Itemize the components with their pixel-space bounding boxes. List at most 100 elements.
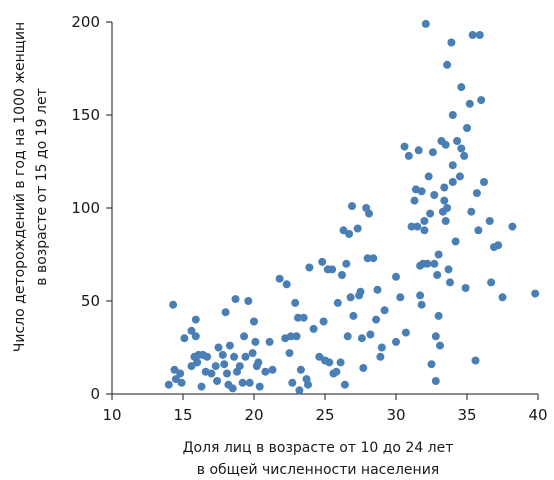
data-point [380,306,389,315]
data-point [372,315,381,324]
data-point [441,140,450,149]
data-point [332,367,341,376]
data-point [475,31,484,39]
data-point [417,300,426,309]
data-point [191,315,200,324]
x-tick-label: 35 [457,406,476,424]
data-point [474,226,483,235]
data-point [392,272,400,281]
data-point [431,377,440,385]
data-point [426,209,435,218]
data-point [440,196,449,205]
data-point [318,257,327,266]
data-point [400,142,409,151]
data-point [319,317,328,326]
data-point [461,284,470,292]
data-point [211,362,220,371]
data-point [228,384,237,393]
data-point [443,204,452,212]
data-point [471,356,480,365]
data-points [164,19,540,395]
data-point [176,369,185,378]
data-point [410,196,419,205]
x-tick-label: 25 [315,406,334,424]
data-point [448,161,457,170]
data-point [457,83,466,92]
data-point [295,386,304,395]
data-point [365,209,373,218]
data-point [453,137,462,145]
data-point [468,31,477,39]
y-tick-label: 200 [71,13,100,31]
x-axis-label-line-1: Доля лиц в возрасте от 10 до 24 лет [183,440,454,456]
y-axis-label-line-1: Число деторождений в год на 1000 женщин [12,22,28,352]
data-point [193,358,202,367]
y-axis-label-line-2: в возрасте от 15 до 19 лет [34,88,50,285]
data-point [345,230,354,238]
data-point [407,222,416,231]
data-point [485,217,494,225]
data-point [296,365,305,374]
data-point [177,378,186,387]
data-point [294,313,302,322]
x-axis-label-line-2: в общей численности населения [197,462,439,478]
data-point [288,378,297,387]
x-tick-label: 40 [528,406,547,424]
data-point [417,187,426,196]
data-point [348,202,356,211]
data-point [338,271,346,279]
data-point [376,352,385,361]
data-point [444,265,453,274]
data-point [427,360,436,369]
data-point [349,311,358,320]
data-point [282,280,291,289]
data-point [433,271,442,279]
data-point [436,341,444,350]
data-point [325,358,334,367]
data-point [428,148,437,157]
data-point [441,217,450,225]
data-point [241,352,250,361]
data-point [309,324,318,333]
data-point [304,380,312,389]
data-point [447,38,456,47]
data-point [230,352,239,361]
data-point [238,378,247,387]
data-point [413,222,422,231]
data-point [431,332,440,341]
data-point [424,172,433,181]
data-point [421,19,430,28]
data-point [401,328,410,337]
data-point [423,259,432,268]
data-point [333,298,342,307]
data-point [446,278,454,287]
data-point [305,263,314,272]
x-tick-label: 15 [173,406,192,424]
data-point [261,367,270,376]
data-point [477,96,486,105]
data-point [291,298,300,307]
data-point [191,332,200,341]
data-point [203,352,212,361]
data-point [472,189,481,198]
data-point [508,222,517,231]
y-axis-ticks: 0 50 100 150 200 [71,13,112,403]
data-point [416,291,425,300]
data-point [414,146,423,155]
data-point [353,224,362,233]
data-point [250,317,258,326]
data-point [373,285,382,294]
data-point [404,151,413,160]
data-point [357,334,366,343]
data-point [430,259,439,268]
data-point [268,365,277,374]
data-point [498,293,507,302]
data-point [455,172,464,181]
data-point [292,332,301,341]
data-point [434,311,443,320]
data-point [328,265,337,274]
data-point [245,378,254,387]
data-point [286,332,295,341]
x-tick-label: 30 [386,406,405,424]
data-point [255,382,264,391]
